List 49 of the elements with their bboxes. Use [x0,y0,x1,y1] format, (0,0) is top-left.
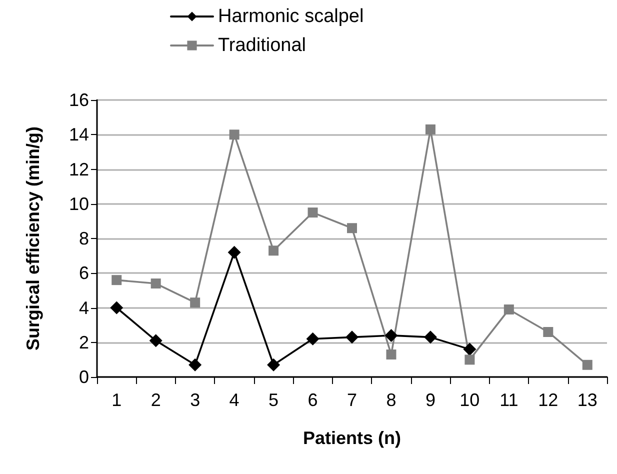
legend-label: Traditional [218,35,306,56]
point [424,330,437,344]
x-tick-label: 9 [425,390,436,410]
point [112,275,122,286]
point [149,334,162,348]
y-tick-label: 2 [78,332,89,352]
point [543,326,554,337]
point [463,342,476,356]
y-tick-label: 16 [68,90,89,110]
point [306,332,320,346]
point [229,130,240,140]
y-tick-label: 0 [78,367,89,387]
point [582,360,592,370]
point [110,301,124,314]
x-tick-label: 11 [500,390,518,410]
x-tick-label: 10 [460,390,480,410]
point [268,246,279,256]
y-tick-label: 8 [78,228,89,248]
y-axis-title: Surgical efficiency (min/g) [23,126,43,351]
x-tick-label: 1 [112,390,122,410]
y-tick-label: 6 [78,263,89,284]
point [347,223,357,234]
point [150,278,161,289]
point [228,246,241,259]
y-tick-label: 12 [68,159,89,180]
point [464,354,475,365]
x-tick-label: 7 [346,390,358,410]
y-tick-label: 10 [68,194,89,214]
y-tick-label: 4 [78,298,89,318]
x-axis-title: Patients (n) [302,428,402,448]
x-tick-label: 13 [577,390,598,410]
point [384,328,398,342]
point [346,330,358,344]
point [425,124,436,134]
y-tick-label: 14 [68,124,89,145]
x-tick-label: 12 [538,390,558,410]
legend-label: Harmonic scalpel [218,6,364,27]
x-tick-label: 3 [190,390,200,410]
point [190,298,200,308]
x-tick-label: 6 [308,390,318,410]
point [504,304,514,314]
x-tick-label: 8 [386,390,396,410]
x-tick-label: 4 [229,390,240,410]
point [308,208,318,218]
x-tick-label: 2 [150,390,161,410]
point [188,358,202,372]
point [386,349,396,360]
point [267,358,280,372]
x-tick-label: 5 [268,390,279,410]
